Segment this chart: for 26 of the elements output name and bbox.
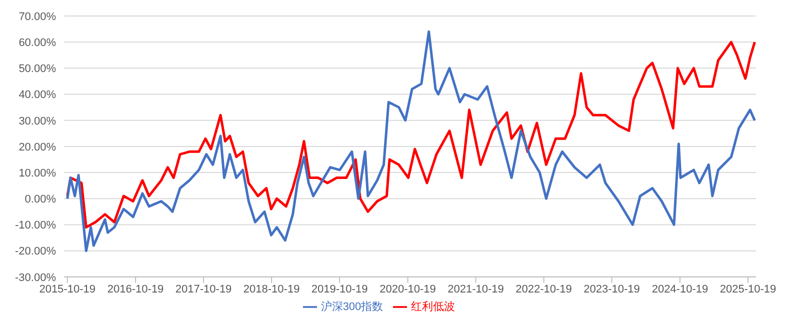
x-tick-label: 2023-10-19 — [584, 284, 640, 296]
y-tick-label: -10.00% — [15, 220, 56, 232]
x-tick-label: 2016-10-19 — [107, 284, 164, 296]
y-tick-label: 20.00% — [18, 141, 56, 154]
y-tick-label: 10.00% — [18, 167, 56, 180]
legend-label: 红利低波 — [411, 300, 456, 313]
y-tick-label: 70.00% — [18, 10, 56, 23]
y-tick-label: -20.00% — [15, 246, 56, 258]
legend-label: 沪深300指数 — [320, 300, 384, 313]
y-tick-label: 50.00% — [18, 63, 56, 76]
x-tick-label: 2021-10-19 — [448, 284, 504, 296]
x-tick-label: 2024-10-19 — [652, 284, 708, 296]
x-tick-label: 2025-10-19 — [720, 284, 776, 296]
y-tick-label: 30.00% — [18, 115, 56, 128]
y-tick-label: 40.00% — [18, 89, 56, 102]
line-series — [66, 40, 756, 229]
y-tick-label: -30.00% — [15, 272, 56, 284]
x-tick-label: 2019-10-19 — [311, 284, 368, 296]
x-tick-label: 2022-10-19 — [516, 284, 572, 296]
x-tick-label: 2020-10-19 — [380, 284, 436, 296]
x-tick-label: 2015-10-19 — [39, 284, 96, 296]
line-series — [66, 30, 756, 252]
y-tick-label: 60.00% — [18, 36, 56, 49]
x-tick-label: 2018-10-19 — [243, 284, 300, 296]
x-tick-label: 2017-10-19 — [175, 284, 232, 296]
y-tick-label: 0.00% — [24, 194, 56, 206]
